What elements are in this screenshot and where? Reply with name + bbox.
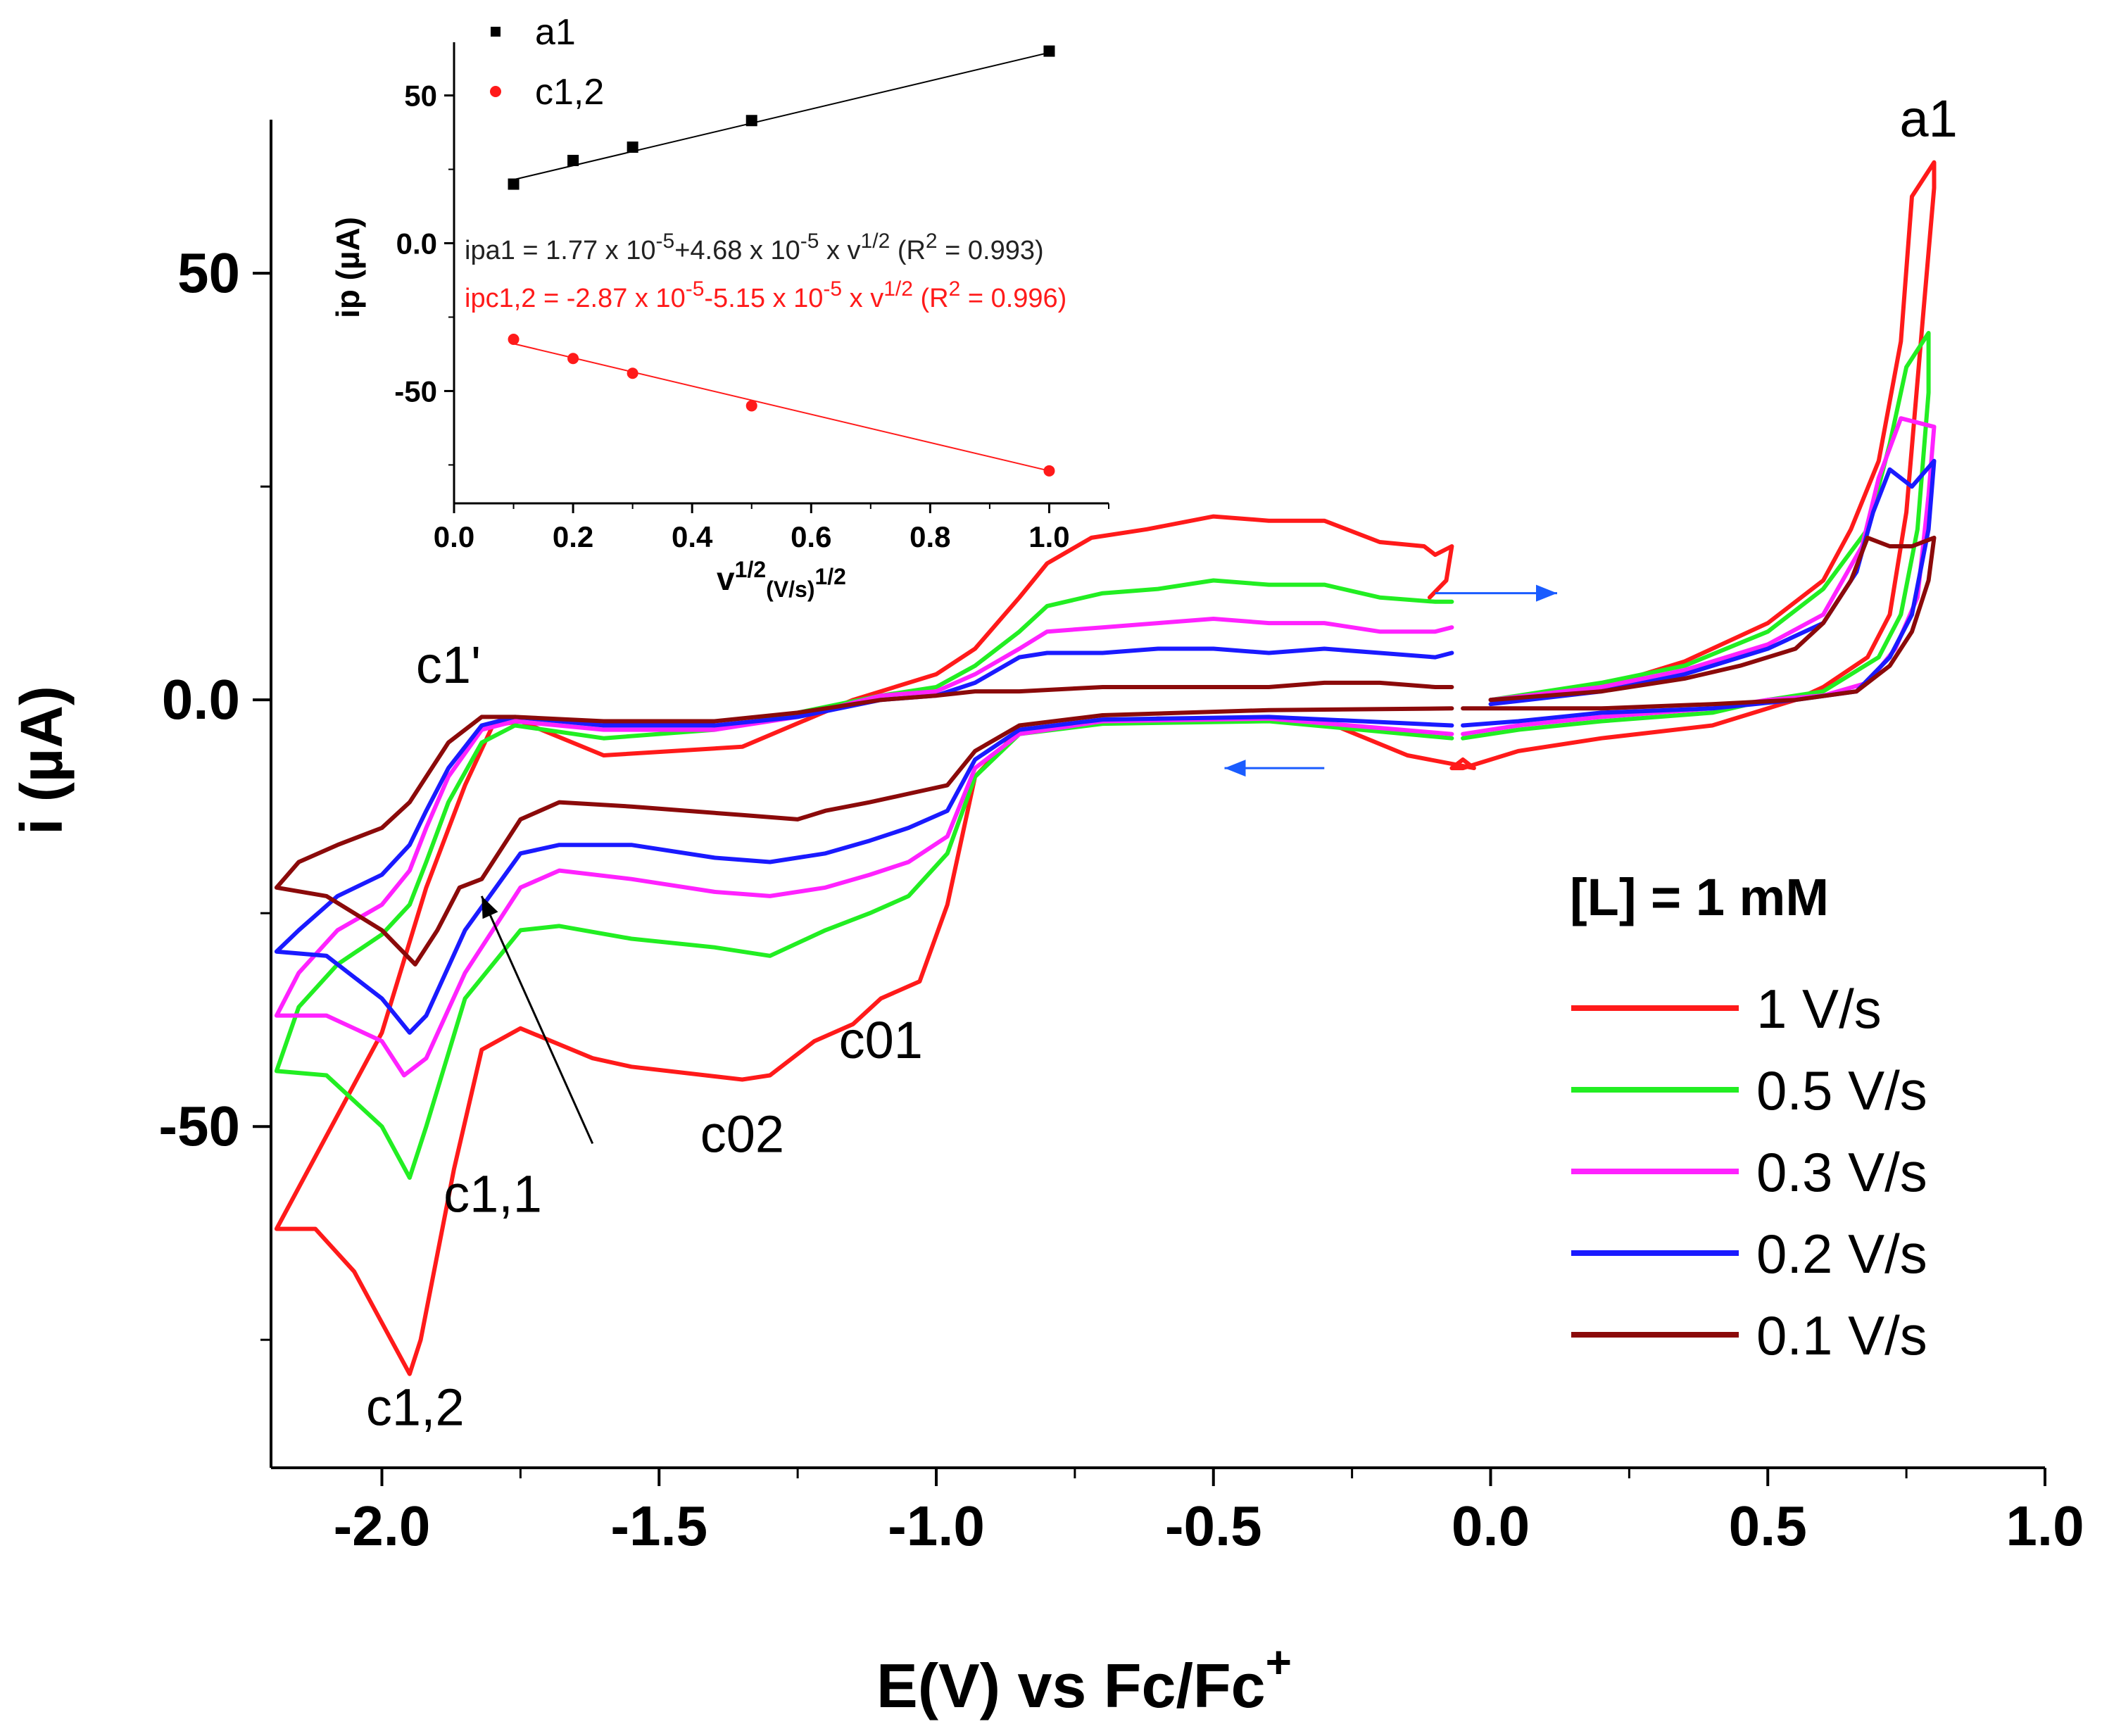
annotation-arrow-line [480,895,594,1145]
equation-text: -5.15 x 10 [704,284,823,313]
x-tick-label: -2.0 [334,1495,431,1557]
inset-x-axis-title-part: 1/2 [814,564,845,589]
inset-x-axis-title-part: (V/s) [766,577,814,602]
equation-superscript: 1/2 [883,277,913,301]
x-tick-label: -1.0 [888,1495,985,1557]
peak-label: c1' [416,636,481,694]
legend-label: 0.3 V/s [1756,1141,1927,1203]
cv-curve [274,535,1937,967]
annotation-arrow-head [482,895,498,919]
annotation-arrow-head [1224,760,1246,777]
inset-fit-line [513,343,1050,472]
peak-label: c1,2 [366,1378,465,1436]
equation-text: +4.68 x 10 [674,236,800,265]
inset-point-c12 [1043,465,1055,477]
x-tick-label: 1.0 [2006,1495,2084,1557]
inset-fit-equation: ipa1 = 1.77 x 10-5+4.68 x 10-5 x v1/2 (R… [465,229,1044,265]
equation-text: x v [819,236,860,265]
inset-legend-label: a1 [535,12,576,53]
y-tick-label: 0.0 [162,668,240,731]
annotation-arrow-head [1536,584,1557,602]
equation-superscript: 1/2 [861,229,890,253]
inset-point-a1 [508,178,520,190]
cv-curve [274,160,1937,1376]
x-axis-title-sup: + [1266,1637,1292,1687]
equation-superscript: 2 [926,229,938,253]
x-axis-title-main: E(V) vs Fc/Fc [876,1651,1266,1721]
legend-label: 1 V/s [1756,978,1882,1040]
legend-title: [L] = 1 mM [1570,868,1829,926]
inset-point-c12 [745,400,757,412]
inset-point-c12 [627,367,638,379]
equation-superscript: -5 [656,229,675,253]
inset-y-tick-label: 50 [404,80,437,113]
equation-text: ipc1,2 = -2.87 x 10 [465,284,686,313]
peak-label: c01 [839,1011,923,1069]
equation-superscript: -5 [686,277,705,301]
inset-legend-label: c1,2 [535,72,604,113]
equation-superscript: -5 [800,229,819,253]
cv-curve [274,331,1931,1180]
inset-fit-line [513,51,1050,181]
inset-point-a1 [627,141,638,153]
x-tick-label: -1.5 [610,1495,707,1557]
equation-text: ipa1 = 1.77 x 10 [465,236,656,265]
legend-label: 0.5 V/s [1756,1059,1927,1121]
inset-x-tick-label: 0.2 [553,520,593,553]
legend-label: 0.2 V/s [1756,1223,1927,1285]
inset-y-axis-title: ip (µA) [329,217,366,318]
inset-point-c12 [508,333,520,345]
annotations: a1 c1' c1,1 c1,2 c02 c01 [366,89,1958,1436]
inset-x-tick-label: 0.6 [791,520,831,553]
y-tick-label: -50 [158,1095,240,1157]
peak-label: a1 [1899,89,1957,148]
inset-point-a1 [567,154,579,166]
inset-chart: 0.0 0.2 0.4 0.6 0.8 1.0 50 0.0 -50 a1 c1,2 ipa1 = 1… [329,12,1109,602]
inset-x-tick-label: 0.4 [672,520,713,553]
legend: [L] = 1 mM 1 V/s 0.5 V/s 0.3 V/s 0.2 V/s 0.1… [1570,868,1927,1366]
inset-x-axis-title-part: v [717,560,735,597]
equation-text: (R [890,236,926,265]
main-axes: -2.0 -1.5 -1.0 -0.5 0.0 0.5 1.0 50 0.0 -50 [158,120,2084,1557]
inset-x-tick-label: 1.0 [1028,520,1069,553]
x-tick-label: 0.5 [1729,1495,1807,1557]
peak-label: c02 [700,1105,784,1164]
legend-label: 0.1 V/s [1756,1304,1927,1366]
inset-point-a1 [745,115,757,127]
equation-superscript: -5 [823,277,842,301]
main-plot [274,160,1937,1376]
axis-titles: E(V) vs Fc/Fc+ i (µA) [8,686,1292,1721]
inset-y-tick-label: -50 [394,375,437,408]
cv-curve [274,416,1937,1078]
inset-fit-equation: ipc1,2 = -2.87 x 10-5-5.15 x 10-5 x v1/2… [465,277,1066,313]
equation-text: x v [842,284,883,313]
equation-text: = 0.996) [960,284,1066,313]
inset-x-tick-label: 0.0 [434,520,474,553]
inset-x-axis-title: v1/2(V/s)1/2 [717,557,846,602]
inset-legend-marker [491,27,501,37]
x-axis-title: E(V) vs Fc/Fc+ [876,1637,1292,1721]
inset-point-a1 [1043,45,1055,57]
inset-x-axis-title-part: 1/2 [735,557,766,582]
y-tick-label: 50 [177,241,240,304]
x-tick-label: -0.5 [1165,1495,1262,1557]
equation-text: = 0.993) [938,236,1044,265]
y-axis-title: i (µA) [8,686,75,835]
peak-label: c1,1 [443,1164,542,1223]
cv-curve [274,458,1937,1035]
x-tick-label: 0.0 [1452,1495,1530,1557]
equation-text: (R [913,284,949,313]
inset-point-c12 [567,353,579,365]
equation-superscript: 2 [949,277,961,301]
inset-x-tick-label: 0.8 [910,520,950,553]
inset-legend-marker [490,86,501,97]
inset-y-tick-label: 0.0 [396,227,437,260]
